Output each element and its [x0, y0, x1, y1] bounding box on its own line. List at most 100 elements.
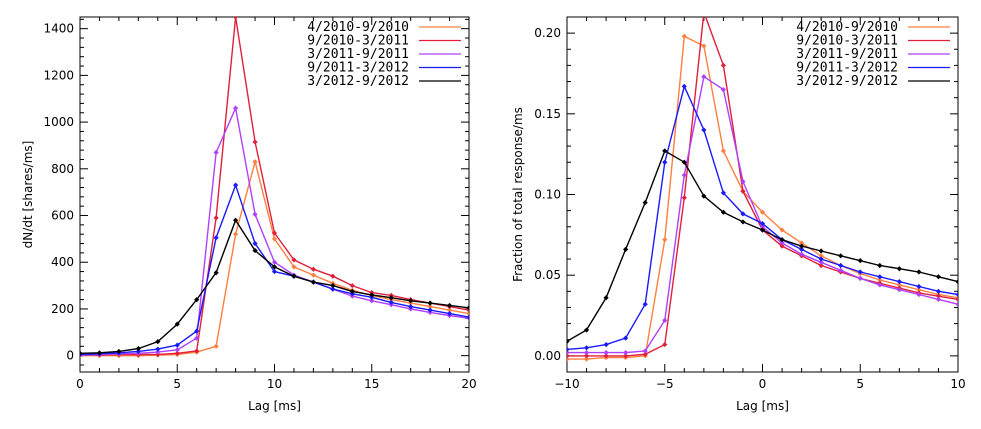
data-point: [233, 231, 239, 237]
data-point: [80, 350, 83, 356]
data-point: [135, 348, 141, 355]
data-point: [877, 262, 883, 269]
data-point: [701, 74, 707, 80]
x-axis-label: Lag [ms]: [736, 399, 789, 413]
data-point: [740, 219, 746, 225]
plot-frame: [79, 16, 470, 373]
data-point: [759, 209, 766, 215]
data-point: [408, 298, 414, 304]
y-tick-label: 1200: [43, 68, 74, 82]
x-tick-label: 20: [461, 377, 476, 391]
data-point: [642, 301, 648, 307]
legend: 4/2010-9/20109/2010-3/20113/2011-9/20119…: [796, 20, 950, 89]
data-point: [818, 253, 824, 259]
data-point: [916, 287, 922, 293]
plot-frame: [566, 16, 959, 373]
legend-label: 9/2010-3/2011: [796, 34, 898, 49]
data-point: [194, 335, 200, 341]
y-axis-label: dN/dt [shares/ms]: [21, 141, 35, 249]
data-point: [701, 127, 707, 133]
data-point: [583, 356, 590, 362]
data-point: [935, 274, 942, 280]
legend-label: 9/2010-3/2011: [307, 34, 409, 49]
y-tick-label: 600: [51, 209, 74, 223]
data-point: [330, 286, 336, 292]
data-point: [567, 346, 570, 353]
y-tick-label: 0.00: [534, 349, 561, 363]
data-point: [155, 346, 161, 352]
data-point: [466, 314, 469, 320]
y-tick-label: 400: [51, 255, 74, 269]
data-point: [799, 251, 805, 257]
data-point: [466, 305, 469, 311]
data-point: [116, 348, 122, 355]
data-point: [427, 304, 433, 310]
legend-label: 9/2011-3/2012: [796, 61, 898, 76]
data-point: [583, 350, 590, 356]
data-point: [955, 296, 958, 302]
data-point: [388, 299, 394, 306]
data-point: [857, 269, 863, 275]
x-tick-label: 5: [856, 377, 864, 391]
legend-label: 3/2012-9/2012: [796, 74, 898, 89]
series-group: [80, 17, 469, 359]
chart-panel-2: −10 −5 0 5 10 0.00 0.05 0.10 0.15 0.20 Lag [ms] Fra…: [511, 16, 966, 413]
x-tick-label: 10: [950, 377, 965, 391]
data-point: [818, 256, 824, 262]
data-point: [955, 291, 958, 298]
y-axis-label: Fraction of total response/ms: [511, 107, 525, 282]
data-point: [838, 267, 844, 273]
data-point: [916, 291, 922, 298]
data-point: [896, 279, 902, 285]
data-point: [583, 327, 590, 333]
data-point: [155, 339, 161, 345]
x-axis-label: Lag [ms]: [248, 399, 301, 413]
data-point: [252, 211, 258, 217]
data-point: [681, 172, 687, 178]
data-point: [369, 298, 375, 304]
data-point: [213, 343, 219, 349]
data-point: [623, 246, 629, 252]
x-tick-label: −5: [656, 377, 674, 391]
data-point: [271, 259, 278, 265]
data-point: [233, 17, 239, 20]
data-point: [213, 270, 219, 276]
data-point: [720, 209, 726, 215]
data-point: [623, 353, 629, 359]
data-point: [916, 283, 922, 290]
data-point: [446, 307, 453, 313]
data-point: [603, 350, 609, 356]
data-point: [799, 243, 805, 249]
data-point: [233, 217, 239, 223]
data-point: [408, 304, 414, 310]
x-tick-label: 0: [759, 377, 767, 391]
data-point: [740, 188, 746, 194]
data-point: [213, 215, 219, 221]
data-point: [446, 311, 453, 317]
data-point: [623, 335, 629, 341]
y-tick-label: 0.05: [534, 268, 561, 282]
data-point: [818, 259, 824, 265]
legend: 4/2010-9/20109/2010-3/20113/2011-9/20119…: [307, 20, 461, 89]
data-point: [701, 193, 707, 199]
y-tick-label: 0.10: [534, 188, 561, 202]
data-point: [799, 240, 805, 246]
data-point: [213, 235, 219, 241]
data-point: [838, 262, 844, 269]
data-point: [427, 300, 433, 306]
data-point: [427, 307, 433, 313]
data-point: [720, 190, 726, 196]
data-point: [155, 349, 161, 355]
data-point: [349, 282, 355, 289]
data-point: [174, 347, 180, 353]
data-point: [623, 350, 629, 356]
data-point: [877, 277, 883, 283]
data-point: [135, 346, 141, 352]
data-point: [213, 149, 219, 156]
series-line: [80, 159, 469, 357]
data-point: [291, 257, 297, 263]
data-point: [720, 62, 726, 69]
data-point: [310, 272, 316, 278]
